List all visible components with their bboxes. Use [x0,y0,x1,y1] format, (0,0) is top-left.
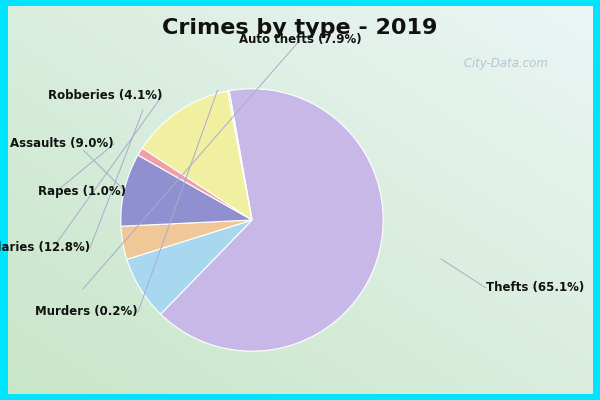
Text: Thefts (65.1%): Thefts (65.1%) [486,282,584,294]
Wedge shape [161,89,383,351]
Text: Robberies (4.1%): Robberies (4.1%) [47,90,162,102]
Text: Murders (0.2%): Murders (0.2%) [35,306,138,318]
Wedge shape [142,91,252,220]
Text: Assaults (9.0%): Assaults (9.0%) [10,138,114,150]
Wedge shape [127,220,252,314]
Text: Burglaries (12.8%): Burglaries (12.8%) [0,242,90,254]
Wedge shape [121,155,252,226]
Wedge shape [227,91,252,220]
Text: City-Data.com: City-Data.com [460,58,548,70]
Text: Rapes (1.0%): Rapes (1.0%) [38,186,126,198]
Text: Crimes by type - 2019: Crimes by type - 2019 [163,18,437,38]
Wedge shape [121,220,252,259]
Wedge shape [138,148,252,220]
Text: Auto thefts (7.9%): Auto thefts (7.9%) [239,34,361,46]
